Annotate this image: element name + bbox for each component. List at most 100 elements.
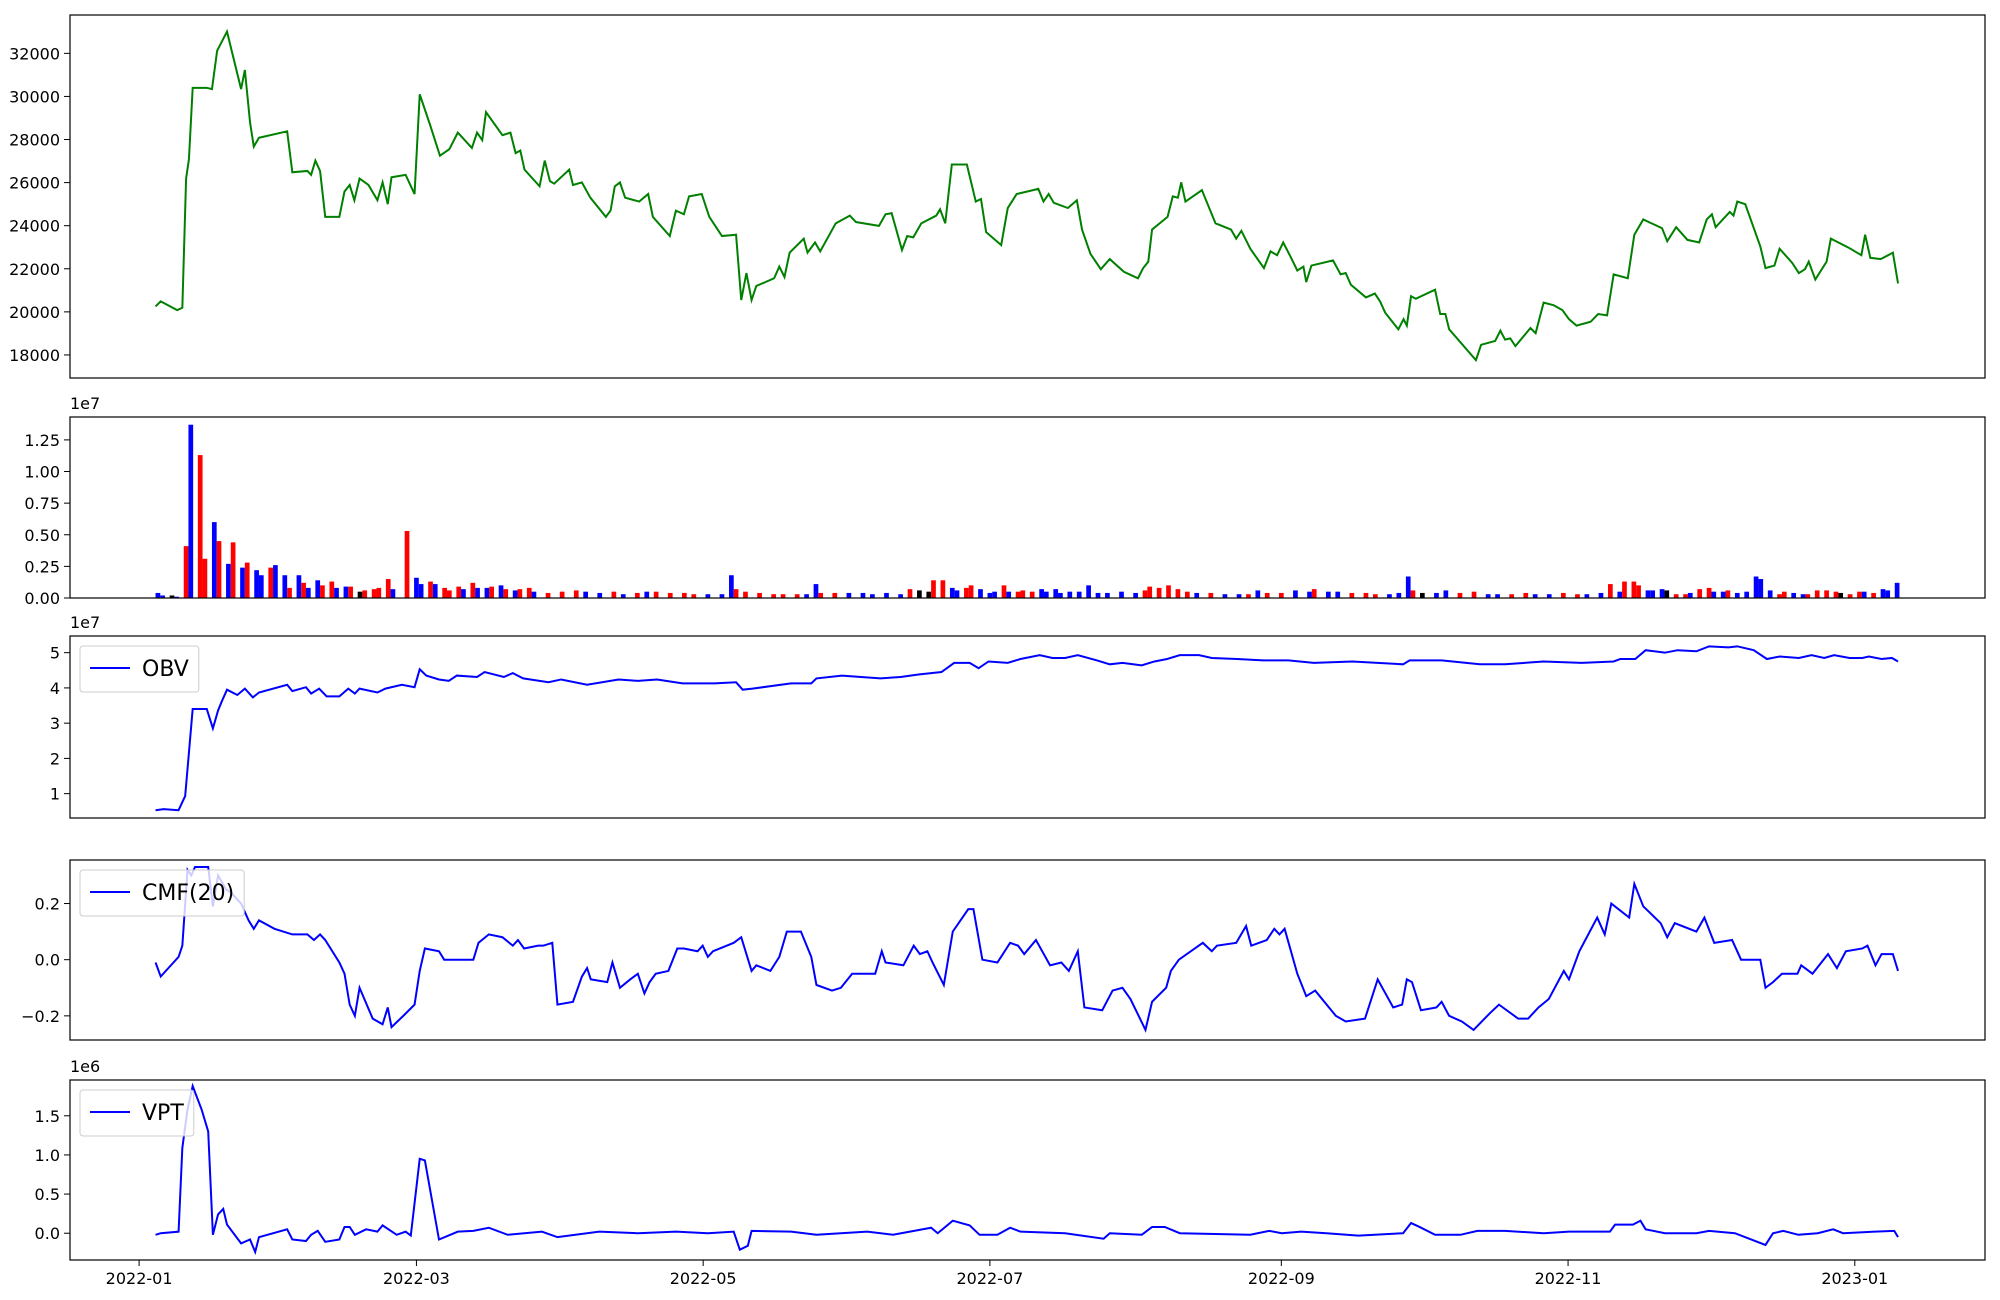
bar (1363, 592, 1369, 598)
bar (432, 584, 438, 598)
bar (846, 592, 852, 598)
bar (1086, 585, 1091, 598)
bar (1608, 584, 1613, 598)
bar (1781, 591, 1787, 598)
bar (1029, 591, 1035, 598)
bar (188, 424, 194, 598)
line (154, 866, 1899, 1033)
bar (169, 595, 175, 598)
y-tick-label: 26000 (9, 174, 60, 193)
offset-label: 1e7 (70, 394, 100, 413)
bar (1711, 591, 1717, 598)
x-tick-label: 2023-01 (1821, 1269, 1888, 1288)
bar (320, 585, 325, 598)
legend-box (79, 1089, 195, 1137)
bar (719, 594, 725, 598)
bar (1405, 576, 1411, 598)
bar (729, 575, 734, 598)
bar (870, 594, 875, 598)
offset-label: 1e7 (70, 613, 100, 632)
bar (907, 589, 913, 598)
bar (1410, 590, 1416, 598)
panel: 18000 20000 22000 24000 26000 28000 30000 32000 (9, 14, 1986, 379)
bar (1706, 587, 1712, 598)
bar (743, 591, 748, 598)
bar (1687, 592, 1693, 598)
bar (1509, 594, 1515, 598)
legend: OBV (79, 645, 200, 693)
bar (705, 594, 711, 598)
bar (545, 592, 551, 598)
bar (1307, 591, 1312, 598)
bar (1814, 590, 1820, 598)
bar (385, 579, 391, 598)
bar (1293, 590, 1298, 598)
bar (1805, 594, 1811, 598)
legend-label: OBV (142, 657, 189, 682)
bar (1133, 592, 1138, 598)
bar (1720, 591, 1726, 598)
bar (1575, 594, 1580, 598)
bar (964, 587, 969, 598)
bar (978, 589, 983, 598)
x-tick-label: 2022-09 (1248, 1269, 1315, 1288)
bar (1777, 594, 1782, 598)
bar (160, 595, 165, 598)
line (155, 645, 1899, 812)
y-tick-label: 0.00 (24, 589, 60, 608)
bar (404, 530, 410, 598)
x-tick-label: 2022-03 (383, 1269, 450, 1288)
bar (517, 589, 523, 598)
line (155, 1082, 1899, 1256)
bar (1222, 594, 1228, 598)
bar (733, 589, 739, 598)
bar (968, 585, 974, 598)
bar (1697, 589, 1703, 598)
bar (804, 594, 809, 598)
bar (1664, 590, 1670, 598)
bar (949, 587, 955, 598)
bar (1194, 592, 1200, 598)
bar (573, 590, 579, 598)
bar (461, 589, 466, 598)
bar (1894, 582, 1900, 598)
bar (1673, 594, 1679, 598)
y-tick-label: 30000 (9, 87, 60, 106)
y-tick-label: 1 (50, 785, 60, 804)
bar (931, 580, 936, 598)
y-tick-label: 1.0 (35, 1146, 60, 1165)
bar (1744, 591, 1750, 598)
bar (954, 590, 960, 598)
bar (682, 592, 687, 598)
y-tick-label: 0.5 (35, 1185, 60, 1204)
bar (1532, 594, 1538, 598)
bar (456, 586, 462, 598)
plot-frame (69, 1079, 1986, 1261)
bar (211, 522, 217, 598)
x-tick-label: 2022-05 (670, 1269, 737, 1288)
bar (1020, 590, 1026, 598)
bar (1617, 591, 1623, 598)
bar (414, 577, 419, 598)
bar (1683, 594, 1688, 598)
bar (1767, 590, 1773, 598)
bar (1001, 585, 1007, 598)
panel: 0.0 0.5 1.0 1.5 2022-01 2022-03 2022-05 2022-07… (35, 1057, 1986, 1288)
bar (1076, 591, 1082, 598)
line (154, 28, 1900, 363)
bar (1166, 585, 1171, 598)
bar (1485, 594, 1491, 598)
y-tick-label: 28000 (9, 131, 60, 150)
bar (1734, 592, 1740, 598)
bar (917, 590, 922, 598)
bar (1838, 592, 1844, 598)
bar (1006, 591, 1012, 598)
bar (1758, 579, 1764, 598)
bar (1457, 592, 1463, 598)
y-tick-label: 0.50 (24, 526, 60, 545)
y-tick-label: 1.00 (24, 463, 60, 482)
bar (1824, 590, 1829, 598)
bar (1335, 591, 1341, 598)
bar (1119, 591, 1124, 598)
bar (202, 558, 208, 598)
